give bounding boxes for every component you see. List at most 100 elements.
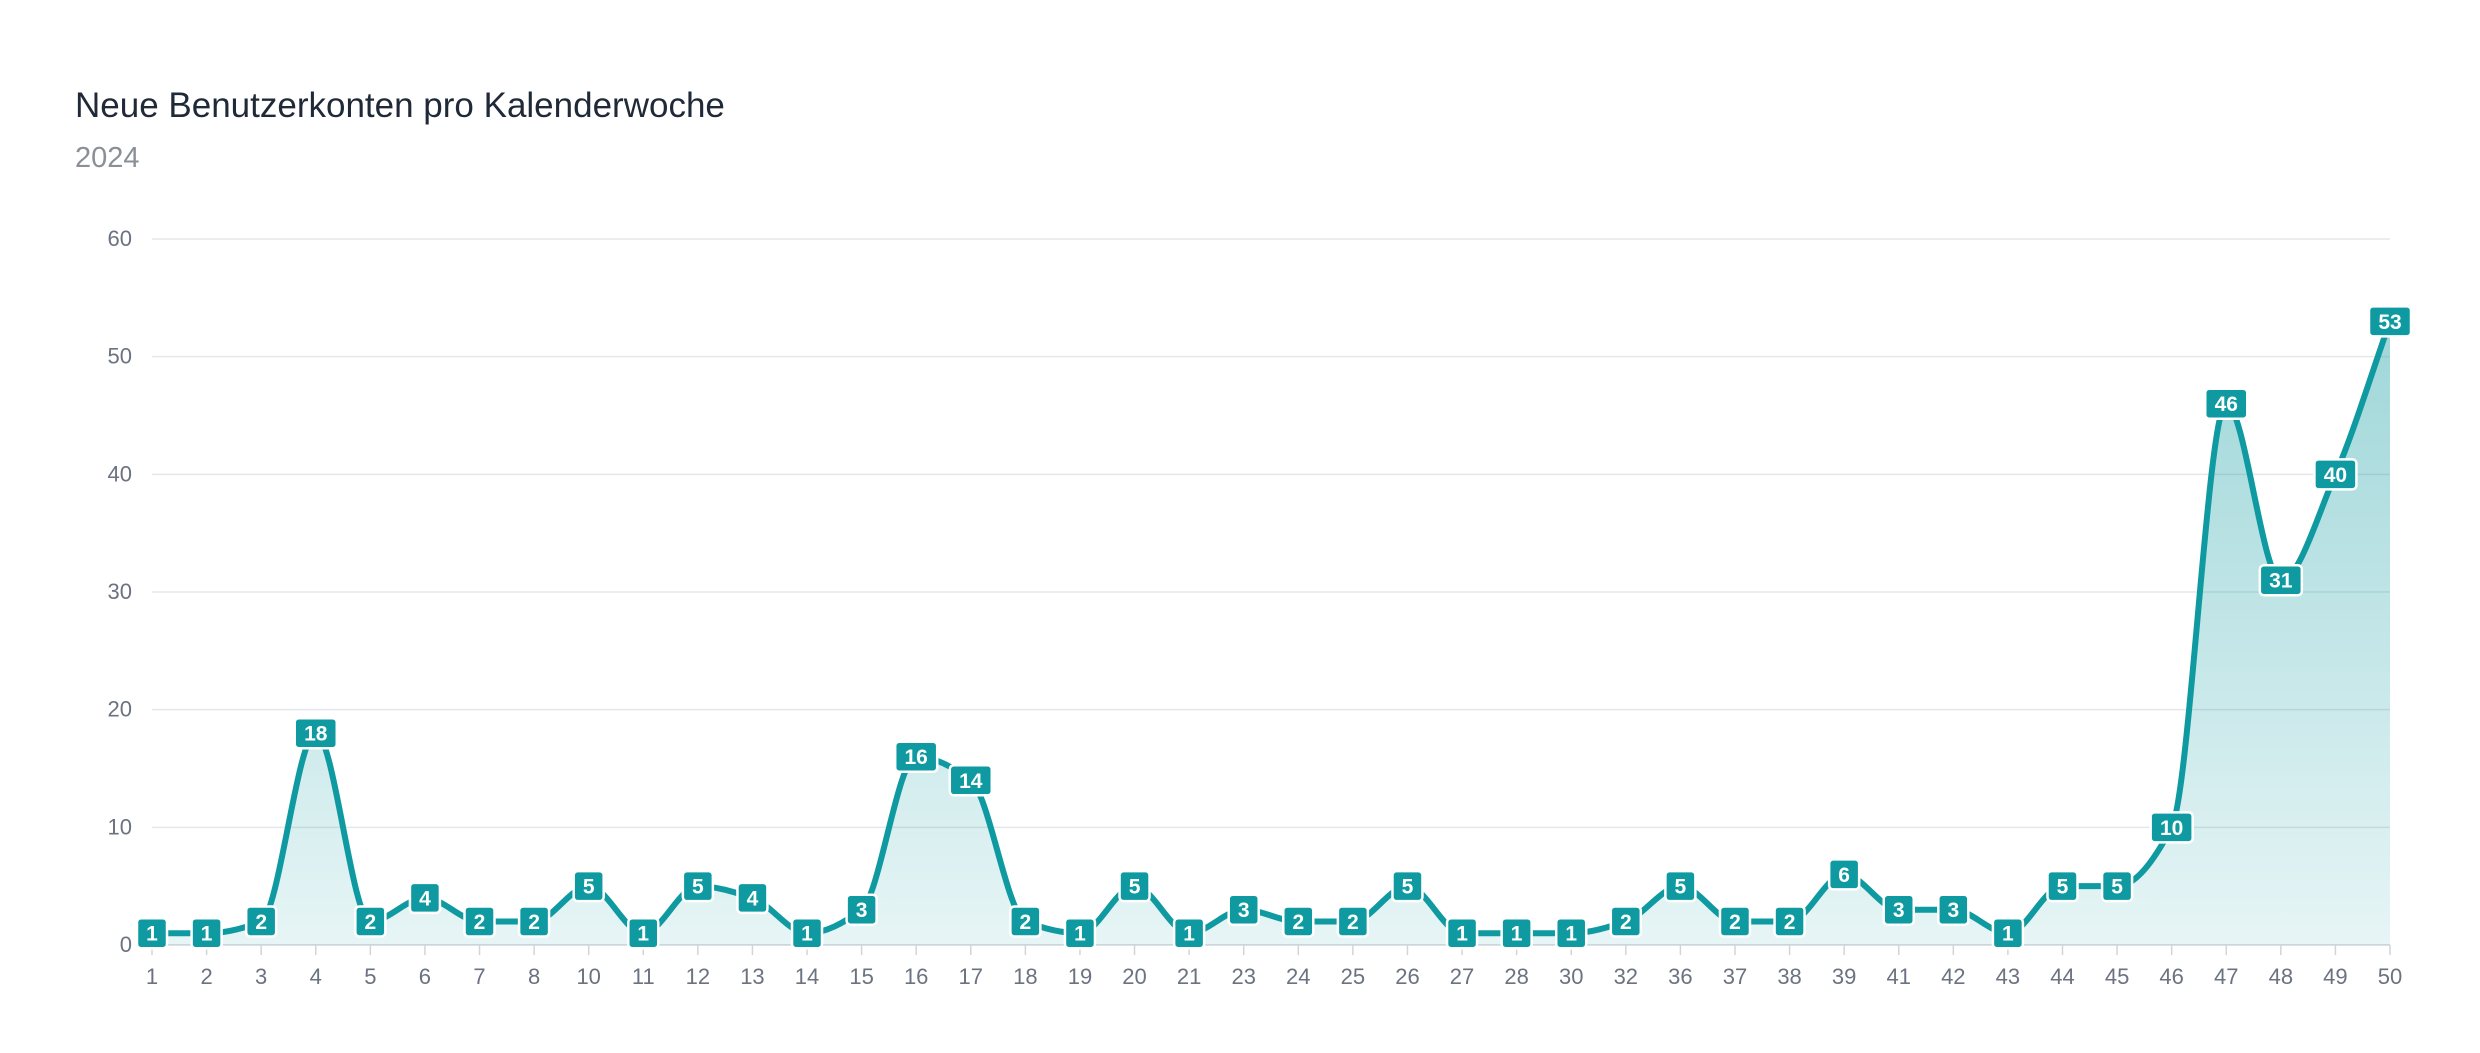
data-value-text: 2 <box>1020 911 1032 934</box>
data-point-marker <box>627 916 660 950</box>
x-tick-label: 17 <box>959 964 983 989</box>
data-point-marker <box>1664 869 1697 903</box>
data-point-label: 5 <box>572 869 605 903</box>
data-point-label: 1 <box>1172 916 1206 950</box>
data-point-marker <box>681 869 715 903</box>
data-value-text: 2 <box>1347 911 1359 934</box>
x-tick-label: 7 <box>473 964 485 989</box>
data-value-text: 3 <box>1893 899 1905 922</box>
data-point-marker <box>190 916 223 950</box>
x-tick-label: 38 <box>1777 964 1801 989</box>
data-value-text: 2 <box>255 911 267 934</box>
data-point-marker <box>354 905 387 938</box>
x-tick-label: 50 <box>2378 964 2402 989</box>
data-value-text: 1 <box>1074 923 1086 946</box>
data-point-marker <box>845 893 878 926</box>
x-tick-label: 43 <box>1996 964 2020 989</box>
data-point-marker <box>1009 905 1042 938</box>
x-tick-label: 23 <box>1231 964 1255 989</box>
data-point-label: 2 <box>1336 905 1370 938</box>
data-value-text: 5 <box>1675 876 1687 899</box>
data-point-marker <box>1172 916 1206 950</box>
data-point-label: 1 <box>1063 916 1097 950</box>
data-point-label: 2 <box>354 905 387 938</box>
data-point-label: 3 <box>1227 893 1260 926</box>
data-point-label: 2 <box>1718 905 1752 938</box>
data-point-label: 1 <box>1991 916 2025 950</box>
data-value-text: 53 <box>2378 311 2401 334</box>
data-value-text: 2 <box>474 911 486 934</box>
data-point-label: 1 <box>790 916 824 950</box>
series-area <box>152 321 2390 945</box>
data-value-text: 14 <box>959 770 983 793</box>
data-value-text: 5 <box>1402 876 1414 899</box>
x-tick-label: 25 <box>1341 964 1365 989</box>
area-fill <box>152 321 2390 945</box>
data-value-text: 5 <box>2057 876 2069 899</box>
data-point-marker <box>1445 916 1479 950</box>
x-tick-label: 24 <box>1286 964 1310 989</box>
y-tick-label: 40 <box>108 461 132 486</box>
y-tick-label: 0 <box>120 932 132 957</box>
x-tick-label: 45 <box>2105 964 2129 989</box>
data-point-marker <box>2203 387 2249 420</box>
data-point-marker <box>1063 916 1097 950</box>
data-point-label: 5 <box>1118 869 1151 903</box>
data-value-text: 40 <box>2324 464 2347 487</box>
y-tick-label: 10 <box>108 814 132 839</box>
data-point-marker <box>1227 893 1260 926</box>
data-value-text: 2 <box>1292 911 1304 934</box>
data-point-marker <box>948 764 994 797</box>
data-value-text: 1 <box>2002 923 2014 946</box>
x-tick-label: 13 <box>740 964 764 989</box>
data-point-marker <box>790 916 824 950</box>
data-value-text: 4 <box>419 887 431 910</box>
data-point-label: 40 <box>2313 458 2358 491</box>
x-tick-label: 30 <box>1559 964 1583 989</box>
data-point-label: 5 <box>681 869 715 903</box>
data-point-label: 46 <box>2203 387 2249 420</box>
x-tick-label: 5 <box>364 964 376 989</box>
data-point-label: 1 <box>1554 916 1588 950</box>
data-point-marker <box>572 869 605 903</box>
data-value-text: 3 <box>1947 899 1959 922</box>
data-point-marker <box>135 916 169 950</box>
data-value-text: 1 <box>637 923 649 946</box>
data-point-marker <box>1500 916 1533 950</box>
x-tick-label: 2 <box>200 964 212 989</box>
data-value-text: 5 <box>692 876 704 899</box>
data-value-text: 31 <box>2269 570 2293 593</box>
series-line-path <box>149 318 2393 937</box>
data-point-marker <box>1118 869 1151 903</box>
data-value-text: 18 <box>304 723 328 746</box>
x-tick-label: 11 <box>632 964 655 989</box>
data-point-marker <box>408 881 442 915</box>
data-value-text: 2 <box>1729 911 1741 934</box>
data-value-text: 46 <box>2215 393 2238 416</box>
x-tick-label: 28 <box>1504 964 1528 989</box>
data-point-marker <box>1554 916 1588 950</box>
data-point-label: 4 <box>736 881 769 915</box>
data-point-label: 1 <box>1500 916 1533 950</box>
data-point-marker <box>1282 905 1315 938</box>
data-value-text: 2 <box>528 911 540 934</box>
data-value-text: 5 <box>583 876 595 899</box>
chart-subtitle: 2024 <box>75 142 140 174</box>
x-tick-label: 39 <box>1832 964 1856 989</box>
data-point-marker <box>1609 905 1643 938</box>
data-value-text: 2 <box>1620 911 1632 934</box>
data-value-text: 16 <box>905 746 928 769</box>
data-value-text: 1 <box>201 923 213 946</box>
data-point-marker <box>1391 869 1424 903</box>
x-tick-label: 6 <box>419 964 431 989</box>
x-tick-label: 48 <box>2269 964 2293 989</box>
x-tick-label: 16 <box>904 964 928 989</box>
data-point-label: 3 <box>1937 893 1970 926</box>
data-point-label: 2 <box>1609 905 1643 938</box>
x-tick-label: 14 <box>795 964 819 989</box>
data-value-text: 1 <box>1183 923 1195 946</box>
data-point-marker <box>293 716 339 750</box>
data-value-text: 5 <box>1129 876 1141 899</box>
data-point-label: 18 <box>293 716 339 750</box>
